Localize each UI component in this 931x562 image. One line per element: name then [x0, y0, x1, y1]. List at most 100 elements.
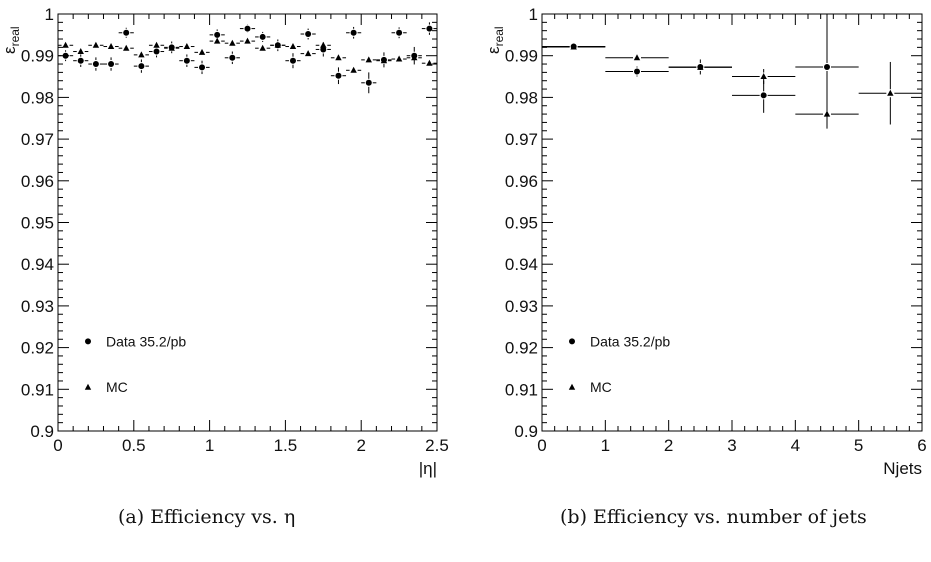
legend-label: MC [106, 379, 128, 395]
legend-label: Data 35.2/pb [106, 333, 186, 349]
y-tick-label: 0.99 [21, 47, 54, 66]
x-axis-label: |η| [419, 459, 437, 478]
legend-marker-data [85, 338, 91, 345]
mc-point [335, 54, 342, 61]
mc-point [274, 41, 282, 48]
y-axis-label: εreal [484, 26, 506, 54]
mc-point [350, 66, 357, 73]
y-tick-label: 0.96 [505, 172, 538, 191]
mc-point [320, 41, 327, 48]
data-point [62, 52, 69, 59]
mc-point [760, 73, 767, 80]
data-point [426, 25, 433, 32]
y-tick-label: 0.95 [21, 214, 54, 233]
y-tick-label: 0.96 [21, 172, 54, 191]
mc-point [62, 41, 69, 48]
x-tick-label: 1 [205, 436, 214, 455]
data-point [365, 79, 372, 86]
mc-point [380, 57, 388, 64]
data-point [396, 29, 403, 36]
x-tick-label: 2 [664, 436, 673, 455]
y-tick-label: 0.98 [505, 88, 538, 107]
data-point [183, 57, 190, 64]
mc-point [259, 44, 266, 51]
x-tick-label: 2 [356, 436, 365, 455]
data-point [108, 61, 115, 68]
data-point [229, 54, 236, 61]
data-point [153, 48, 160, 55]
mc-point [365, 56, 372, 63]
plot-frame [57, 13, 438, 432]
mc-point [213, 37, 221, 44]
y-tick-label: 0.93 [505, 297, 538, 316]
chart-a: 0.9 0.91 0.92 0.93 0.94 0.95 0.96 0.97 0.98 0.99 1… [0, 5, 449, 478]
data-point [244, 25, 251, 32]
mc-point [123, 44, 130, 51]
y-axis-label: εreal [0, 26, 22, 54]
caption-a: (a) Efficiency vs. η [118, 506, 296, 528]
y-tick-label: 0.9 [514, 422, 538, 441]
mc-point [153, 41, 160, 48]
mc-point [77, 48, 84, 55]
mc-point [411, 54, 418, 61]
x-tick-label: 6 [917, 436, 926, 455]
data-point [259, 33, 266, 40]
mc-point [570, 43, 577, 50]
legend-marker-mc [84, 383, 92, 390]
mc-point [633, 54, 641, 61]
data-point [123, 29, 130, 36]
mc-point [395, 55, 403, 62]
mc-point [198, 48, 206, 55]
mc-point [426, 59, 433, 66]
data-point [214, 31, 221, 38]
x-tick-label: 1.5 [274, 436, 298, 455]
data-point [634, 68, 640, 75]
y-tick-label: 1 [529, 5, 538, 24]
mc-point [289, 43, 297, 50]
y-tick-label: 0.91 [505, 380, 538, 399]
y-tick-label: 0.99 [505, 47, 538, 66]
y-tick-label: 0.92 [505, 339, 538, 358]
data-point [77, 57, 84, 64]
y-tick-label: 0.94 [505, 255, 538, 274]
data-point [199, 64, 206, 71]
legend-marker-mc [568, 383, 576, 390]
legend-label: MC [590, 379, 612, 395]
y-tick-label: 0.91 [21, 380, 54, 399]
mc-point [823, 110, 831, 117]
x-tick-label: 2.5 [425, 436, 449, 455]
x-tick-label: 3 [727, 436, 736, 455]
series-mc [58, 37, 437, 73]
mc-point [244, 37, 251, 44]
data-point [138, 63, 145, 70]
data-point [824, 63, 830, 70]
mc-point [107, 43, 115, 50]
data-point [320, 46, 327, 53]
data-point [305, 31, 312, 38]
y-tick-label: 0.97 [505, 130, 538, 149]
x-tick-label: 0.5 [122, 436, 146, 455]
mc-point [183, 43, 191, 50]
mc-point [887, 89, 894, 96]
data-point [760, 92, 767, 99]
mc-point [229, 39, 236, 46]
figure: 0.9 0.91 0.92 0.93 0.94 0.95 0.96 0.97 0.98 0.99 1… [0, 5, 927, 478]
series-data [58, 22, 437, 94]
mc-point [138, 51, 145, 58]
y-tick-label: 0.92 [21, 339, 54, 358]
legend-label: Data 35.2/pb [590, 333, 670, 349]
y-tick-label: 1 [45, 5, 54, 24]
data-point [92, 61, 99, 68]
x-tick-label: 0 [53, 436, 62, 455]
x-tick-label: 5 [854, 436, 863, 455]
data-point [289, 57, 296, 64]
y-tick-label: 0.98 [21, 88, 54, 107]
legend-marker-data [569, 338, 575, 345]
series-mc [542, 43, 922, 129]
data-point [350, 29, 357, 36]
data-point [335, 72, 342, 79]
x-tick-label: 0 [537, 436, 546, 455]
x-axis-label: Njets [883, 459, 922, 478]
y-tick-label: 0.95 [505, 214, 538, 233]
mc-point [304, 50, 312, 57]
